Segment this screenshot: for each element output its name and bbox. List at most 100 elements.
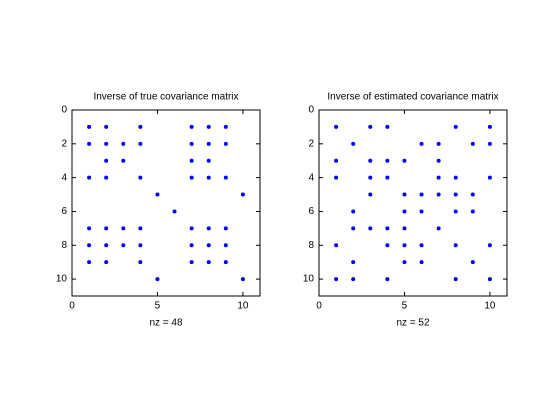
nonzero-dot <box>402 192 407 197</box>
nonzero-dot <box>206 158 211 163</box>
nonzero-dot <box>104 226 109 231</box>
y-tick-label: 0 <box>61 105 67 116</box>
nonzero-dot <box>402 209 407 214</box>
y-tick-label: 10 <box>303 274 315 285</box>
nonzero-dot <box>334 243 339 248</box>
nonzero-dot <box>206 141 211 146</box>
nonzero-dot <box>104 141 109 146</box>
nonzero-dot <box>436 192 441 197</box>
nonzero-dot <box>436 158 441 163</box>
nonzero-dot <box>470 260 475 265</box>
nonzero-dot <box>402 226 407 231</box>
x-tick-label: 0 <box>69 301 75 312</box>
nonzero-dot <box>385 158 390 163</box>
nonzero-dot <box>487 243 492 248</box>
nonzero-dot <box>419 260 424 265</box>
x-tick-label: 5 <box>155 301 161 312</box>
nonzero-dot <box>487 277 492 282</box>
nonzero-dot <box>419 141 424 146</box>
nonzero-dot <box>206 243 211 248</box>
nonzero-dot <box>351 141 356 146</box>
y-tick-label: 0 <box>308 105 314 116</box>
nonzero-dot <box>453 192 458 197</box>
nonzero-dot <box>189 260 194 265</box>
chart-title: Inverse of estimated covariance matrix <box>327 92 498 103</box>
nonzero-dot <box>206 124 211 129</box>
nonzero-dot <box>189 243 194 248</box>
nonzero-dot <box>351 277 356 282</box>
nonzero-dot <box>104 124 109 129</box>
nonzero-dot <box>334 277 339 282</box>
nonzero-dot <box>223 124 228 129</box>
y-tick-label: 8 <box>308 240 314 251</box>
nonzero-dot <box>138 260 143 265</box>
nonzero-dot <box>155 192 160 197</box>
nonzero-dot <box>368 175 373 180</box>
nonzero-dot <box>436 226 441 231</box>
nonzero-dot <box>368 158 373 163</box>
nonzero-dot <box>453 209 458 214</box>
nonzero-dot <box>138 124 143 129</box>
x-tick-label: 0 <box>316 301 322 312</box>
nonzero-dot <box>487 175 492 180</box>
nonzero-dot <box>453 175 458 180</box>
nonzero-dot <box>334 158 339 163</box>
nonzero-dot <box>385 277 390 282</box>
nonzero-dot <box>104 260 109 265</box>
y-tick-label: 10 <box>56 274 68 285</box>
nonzero-dot <box>189 226 194 231</box>
nonzero-dot <box>240 277 245 282</box>
y-tick-label: 4 <box>61 172 67 183</box>
chart-title: Inverse of true covariance matrix <box>93 92 238 103</box>
nonzero-dot <box>138 243 143 248</box>
nonzero-dot <box>138 175 143 180</box>
nonzero-dot <box>189 124 194 129</box>
nonzero-dot <box>419 243 424 248</box>
nonzero-dot <box>223 141 228 146</box>
nonzero-dot <box>402 260 407 265</box>
nonzero-dot <box>87 124 92 129</box>
nonzero-dot <box>385 124 390 129</box>
nonzero-dot <box>368 226 373 231</box>
nonzero-dot <box>436 175 441 180</box>
nonzero-dot <box>121 141 126 146</box>
nonzero-dot <box>351 226 356 231</box>
nonzero-dot <box>223 243 228 248</box>
nonzero-dot <box>104 175 109 180</box>
y-tick-label: 2 <box>61 138 67 149</box>
nonzero-dot <box>368 124 373 129</box>
nonzero-dot <box>385 175 390 180</box>
nonzero-dot <box>121 226 126 231</box>
nonzero-dot <box>104 158 109 163</box>
x-tick-label: 10 <box>237 301 249 312</box>
nonzero-dot <box>87 226 92 231</box>
x-tick-label: 10 <box>484 301 496 312</box>
y-tick-label: 4 <box>308 172 314 183</box>
nonzero-dot <box>138 226 143 231</box>
y-tick-label: 8 <box>61 240 67 251</box>
nonzero-dot <box>223 175 228 180</box>
nonzero-dot <box>334 124 339 129</box>
nonzero-dot <box>189 158 194 163</box>
x-axis-label: nz = 48 <box>149 318 183 329</box>
nonzero-dot <box>385 243 390 248</box>
nonzero-dot <box>206 226 211 231</box>
axes-box <box>318 109 508 297</box>
nonzero-dot <box>121 243 126 248</box>
nonzero-dot <box>240 192 245 197</box>
nonzero-dot <box>87 175 92 180</box>
nonzero-dot <box>189 141 194 146</box>
nonzero-dot <box>351 209 356 214</box>
x-tick-label: 5 <box>402 301 408 312</box>
nonzero-dot <box>436 141 441 146</box>
y-tick-label: 2 <box>308 138 314 149</box>
nonzero-dot <box>419 209 424 214</box>
axes-box <box>71 109 261 297</box>
nonzero-dot <box>487 141 492 146</box>
x-axis-label: nz = 52 <box>396 318 430 329</box>
nonzero-dot <box>138 141 143 146</box>
nonzero-dot <box>487 124 492 129</box>
y-tick-label: 6 <box>61 206 67 217</box>
nonzero-dot <box>351 260 356 265</box>
nonzero-dot <box>453 124 458 129</box>
